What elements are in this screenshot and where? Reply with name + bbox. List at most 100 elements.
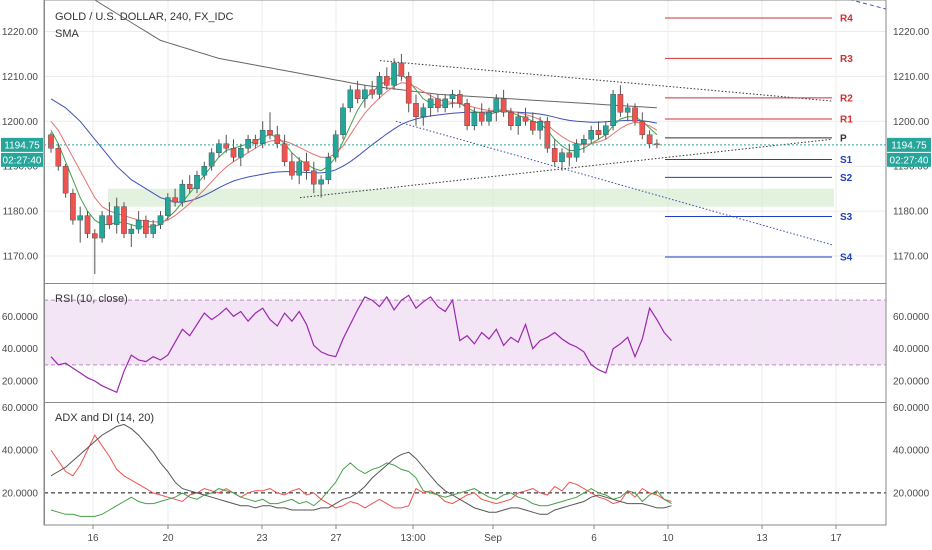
candle-body [303,161,310,171]
y-tick-label: 20.0000 [2,488,39,499]
candle-body [522,116,529,122]
candle-body [340,107,346,135]
candle-body [362,89,368,100]
trendlines [299,0,887,246]
candle-body [508,112,514,126]
y-tick-label: 1190.00 [893,162,929,173]
candle-body [194,174,200,189]
y-tick-label: 60.0000 [893,403,930,414]
y-tick-label: 40.0000 [893,446,930,457]
candle-body [530,121,536,131]
y-tick-label: 40.0000 [2,344,39,355]
x-tick-label: 17 [830,533,842,544]
candles [48,53,660,275]
price-plot-area[interactable] [44,0,886,283]
candle-body [311,170,317,185]
countdown-box-left [1,152,43,167]
x-tick-label: 20 [162,533,174,544]
y-tick-label: 1200.00 [893,117,930,128]
y-tick-label: 60.0000 [893,312,930,323]
candle-body [500,98,507,113]
y-tick-label: 40.0000 [893,344,930,355]
last-price-box-right [887,137,931,152]
adx-grid [92,403,837,525]
candle-body [208,152,215,167]
pivot-label-r4: R4 [840,13,853,24]
adx-y-axis-right: 60.0000 40.0000 20.0000 [893,403,930,500]
candle-body [369,89,376,95]
adx-plot-area[interactable] [44,403,886,525]
pivot-label-s4: S4 [840,252,853,263]
adx-di-lines [50,423,672,517]
candle-body [624,107,631,113]
y-tick-label: 20.0000 [893,376,930,387]
candle-body [245,139,251,149]
candle-body [405,76,412,104]
candle-body [617,94,624,113]
sma-slow-line [93,0,657,109]
y-tick-label: 1220.00 [2,27,39,38]
candle-body [55,148,62,167]
candle-body [186,183,193,189]
trendline-upper [379,60,833,102]
adx-line [50,423,672,515]
y-tick-label: 1170.00 [893,252,929,263]
candle-body [259,130,266,144]
x-tick-label: 10 [662,533,674,544]
adx-pane: 60.0000 40.0000 20.0000 60.0000 40.0000 20.0… [2,403,930,525]
y-tick-label: 40.0000 [2,446,39,457]
candle-body [164,197,171,216]
y-tick-label: 1180.00 [3,207,39,218]
last-price-tag-right: 1194.75 02:27:40 [887,137,931,167]
candle-body [639,121,646,135]
trendline-lower [299,138,833,199]
x-tick-label: 27 [330,533,342,544]
candle-body [216,143,222,153]
candle-body [267,130,273,135]
chart-title: GOLD / U.S. DOLLAR, 240, FX_IDC [55,11,234,23]
candle-body [223,143,230,149]
candle-body [515,116,521,126]
candle-body [252,139,259,144]
candle-body [544,121,551,149]
candle-body [230,148,237,158]
y-tick-label: 20.0000 [2,376,39,387]
candle-body [128,228,135,234]
candle-body [588,130,594,140]
candle-body [632,107,638,122]
candle-body [566,152,573,158]
candle-body [62,166,69,194]
rsi-y-axis-left: 60.0000 40.0000 20.0000 [2,312,39,388]
sma-legend: SMA [55,28,80,40]
candle-body [595,130,602,135]
x-tick-label: 6 [591,533,597,544]
candle-body [581,139,587,144]
candle-body [325,157,332,180]
candle-body [398,62,405,77]
x-tick-label: 23 [256,533,268,544]
candle-body [537,121,543,131]
candle-body [471,112,478,126]
pivot-label-r3: R3 [840,54,853,65]
candle-body [603,125,609,135]
candle-body [376,76,383,95]
rsi-grid [92,284,837,402]
price-y-axis-left: 1220.00 1210.00 1200.00 1190.00 1180.00 1170.… [2,27,39,263]
sma-mid-line [50,98,657,203]
rsi-pane: 60.0000 40.0000 20.0000 60.0000 40.0000 20.0… [2,284,930,402]
candle-body [354,89,361,100]
last-price-tag-left: 1194.75 02:27:40 [1,137,43,167]
candle-body [332,134,339,158]
candle-body [318,179,324,185]
y-tick-label: 1210.00 [2,72,39,83]
pivot-label-s1: S1 [840,155,853,166]
candle-body [70,192,76,221]
y-tick-label: 60.0000 [2,312,39,323]
candle-body [91,233,98,239]
x-tick-label: 13 [756,533,768,544]
adx-y-axis-left: 60.0000 40.0000 20.0000 [2,403,39,500]
last-price-box-left [1,137,43,152]
pivot-label-s3: S3 [840,212,853,223]
countdown-label-left: 02:27:40 [3,155,42,166]
